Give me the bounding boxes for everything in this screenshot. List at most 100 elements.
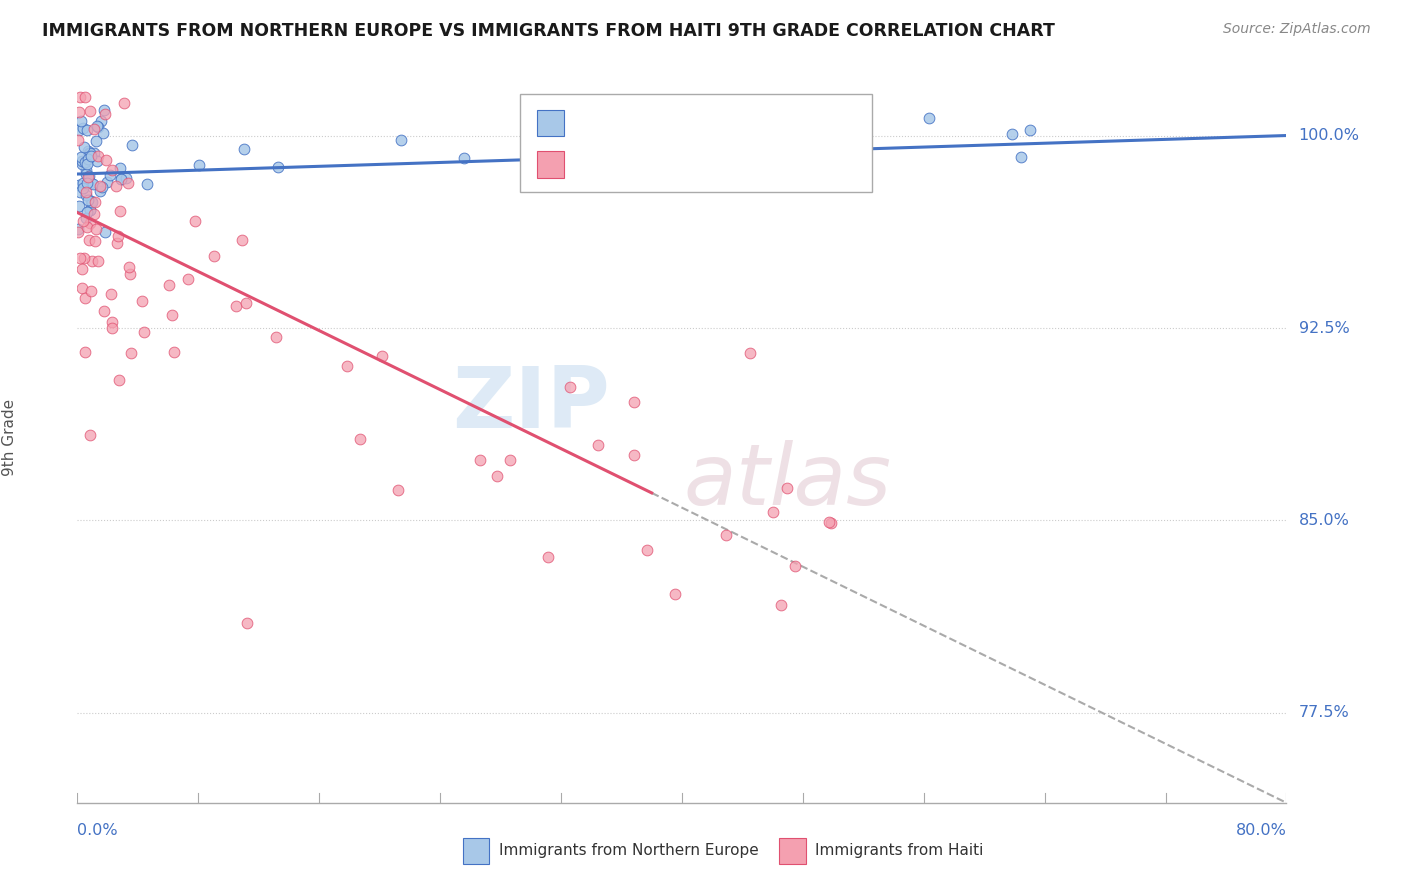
Point: [776, 481, 799, 495]
Point: [115, 171, 138, 186]
Point: [716, 528, 738, 542]
Point: [387, 483, 409, 497]
Point: [188, 158, 211, 172]
Point: [79, 233, 101, 247]
Point: [89, 179, 111, 194]
Point: [231, 234, 253, 248]
Point: [121, 137, 143, 152]
Point: [72, 176, 94, 190]
Point: [157, 277, 180, 292]
Point: [80, 176, 103, 190]
Point: [80, 284, 103, 298]
Text: 0.0%: 0.0%: [77, 823, 118, 838]
Point: [77, 169, 100, 184]
Point: [225, 299, 247, 313]
Point: [389, 133, 412, 147]
Point: [84, 222, 107, 236]
Point: [73, 251, 96, 265]
Point: [110, 172, 132, 186]
Point: [80, 194, 103, 209]
Point: [79, 428, 101, 442]
Point: [235, 615, 257, 630]
Point: [762, 505, 785, 519]
Point: [67, 199, 90, 213]
Point: [75, 167, 97, 181]
Point: [75, 185, 97, 199]
Point: [96, 153, 118, 167]
Point: [785, 558, 807, 573]
Point: [184, 214, 207, 228]
Point: [118, 267, 141, 281]
Point: [118, 260, 141, 275]
Point: [70, 156, 93, 170]
Point: [70, 280, 93, 294]
Point: [76, 176, 98, 190]
Point: [93, 304, 115, 318]
Point: [100, 315, 122, 329]
Text: ZIP: ZIP: [451, 364, 610, 447]
Text: 80.0%: 80.0%: [1236, 823, 1286, 838]
Point: [107, 229, 129, 244]
Point: [75, 187, 97, 202]
Point: [623, 448, 645, 462]
Point: [135, 177, 157, 191]
Point: [264, 329, 287, 343]
Point: [120, 346, 142, 360]
Point: [110, 161, 132, 175]
Text: Source: ZipAtlas.com: Source: ZipAtlas.com: [1223, 22, 1371, 37]
Point: [918, 112, 941, 126]
Point: [112, 95, 135, 110]
Point: [69, 185, 91, 199]
Point: [371, 349, 394, 363]
Text: atlas: atlas: [683, 441, 891, 524]
Point: [336, 359, 359, 373]
Point: [67, 178, 90, 193]
Point: [96, 175, 118, 189]
Text: 77.5%: 77.5%: [1299, 706, 1350, 721]
Point: [72, 120, 94, 135]
Point: [90, 180, 112, 194]
Point: [72, 213, 94, 227]
Point: [67, 225, 90, 239]
Point: [537, 549, 560, 564]
Point: [80, 254, 103, 268]
Text: Immigrants from Northern Europe: Immigrants from Northern Europe: [499, 844, 759, 858]
Point: [131, 294, 153, 309]
Point: [80, 149, 103, 163]
Point: [820, 516, 842, 530]
Text: 85.0%: 85.0%: [1299, 513, 1350, 528]
Point: [101, 162, 124, 177]
Point: [69, 252, 91, 266]
Point: [84, 134, 107, 148]
Point: [738, 346, 761, 360]
Point: [160, 308, 183, 322]
Point: [177, 272, 200, 286]
Point: [267, 160, 290, 174]
Point: [486, 468, 509, 483]
Point: [90, 114, 112, 128]
Point: [79, 202, 101, 217]
Point: [105, 235, 128, 250]
Point: [93, 103, 115, 117]
Point: [818, 516, 841, 530]
Point: [83, 206, 105, 220]
Point: [67, 122, 90, 136]
Point: [623, 394, 645, 409]
Point: [77, 146, 100, 161]
Point: [108, 373, 131, 387]
Point: [76, 204, 98, 219]
Point: [499, 453, 522, 467]
Point: [70, 114, 93, 128]
Point: [73, 140, 96, 154]
Point: [70, 262, 93, 277]
Point: [70, 154, 93, 169]
Point: [82, 177, 104, 191]
Point: [75, 345, 97, 359]
Point: [87, 254, 110, 268]
Point: [799, 158, 821, 172]
Point: [70, 150, 93, 164]
Point: [787, 103, 810, 117]
Point: [664, 587, 686, 601]
Point: [79, 104, 101, 119]
Point: [91, 126, 114, 140]
